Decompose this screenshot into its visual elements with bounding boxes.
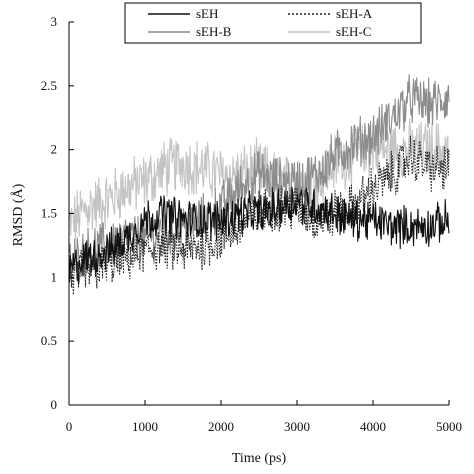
y-tick-label-0: 0: [51, 397, 58, 412]
axes-layer: 0 1000 2000 3000 4000 5000 0 0.5 1 1.5 2 2.5 3: [41, 14, 462, 434]
x-tick-label-3000: 3000: [284, 419, 310, 434]
legend: sEH sEH-A sEH-B sEH-C: [124, 2, 422, 44]
y-tick-label-3: 1.5: [41, 206, 57, 221]
x-tick-label-1000: 1000: [132, 419, 158, 434]
series-line-seh-a: [68, 135, 450, 296]
y-tick-label-5: 2.5: [41, 78, 57, 93]
y-tick-label-6: 3: [51, 14, 58, 29]
legend-label-seh-c: sEH-C: [336, 24, 371, 39]
x-tick-label-5000: 5000: [436, 419, 462, 434]
y-axis-label: RMSD (Å): [10, 183, 26, 246]
x-tick-label-0: 0: [66, 419, 73, 434]
y-tick-label-2: 1: [51, 269, 58, 284]
series-layer: [68, 74, 450, 296]
x-tick-label-4000: 4000: [360, 419, 386, 434]
series-line-seh-b: [68, 74, 450, 284]
legend-box: [124, 2, 422, 44]
y-tick-label-1: 0.5: [41, 333, 57, 348]
series-line-seh: [68, 186, 450, 285]
x-axis-label: Time (ps): [232, 451, 287, 466]
legend-label-seh: sEH: [196, 6, 218, 21]
legend-label-seh-a: sEH-A: [336, 6, 373, 21]
y-tick-label-4: 2: [51, 142, 58, 157]
legend-label-seh-b: sEH-B: [196, 24, 232, 39]
series-line-seh-c: [68, 118, 450, 241]
x-tick-label-2000: 2000: [208, 419, 234, 434]
